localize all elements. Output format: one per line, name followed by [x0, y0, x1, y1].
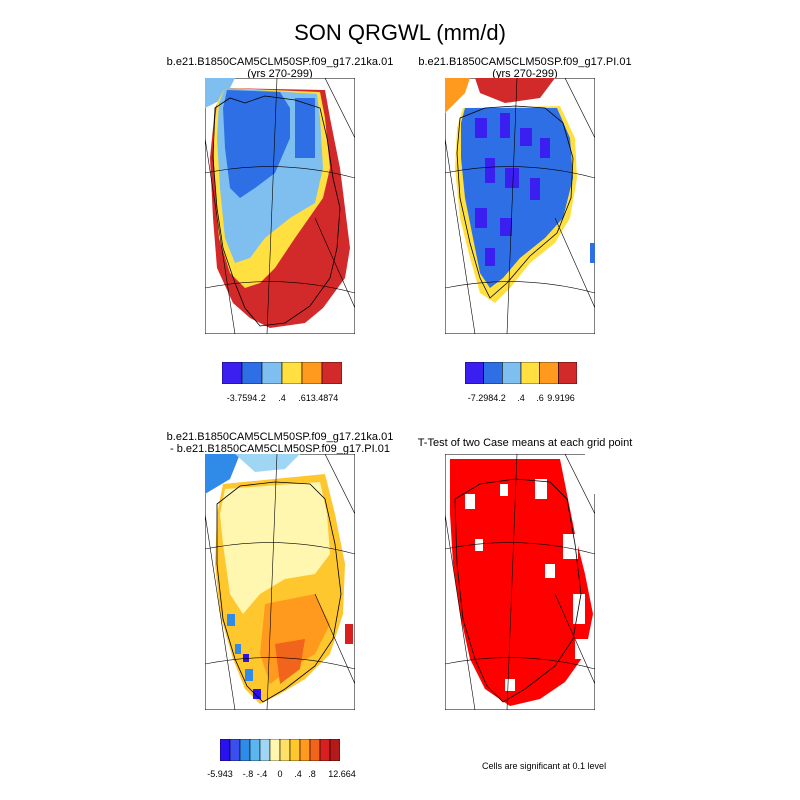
panel3-title: b.e21.B1850CAM5CLM50SP.f09_g17.21ka.01 -… — [130, 431, 430, 455]
colorbar-swatch — [239, 739, 251, 761]
cb3-label: -.8 — [242, 769, 254, 779]
colorbar-swatch — [465, 362, 484, 384]
colorbar-difference — [220, 739, 340, 761]
colorbar-21ka-labels: -3.7594 .2 .4 .6 13.4874 — [222, 393, 342, 405]
colorbar-swatch — [299, 739, 311, 761]
colorbar-swatch — [289, 739, 301, 761]
map-panel-difference — [205, 454, 355, 710]
colorbar-swatch — [249, 739, 261, 761]
colorbar-swatch — [229, 739, 241, 761]
map-panel-ttest — [445, 454, 595, 710]
panel1-title: b.e21.B1850CAM5CLM50SP.f09_g17.21ka.01 (… — [130, 56, 430, 80]
panel1-title-line1: b.e21.B1850CAM5CLM50SP.f09_g17.21ka.01 — [166, 56, 394, 68]
panel1-title-line2: (yrs 270-299) — [247, 68, 313, 80]
map-panel-pi — [445, 78, 595, 334]
cb1-label: 13.4874 — [305, 393, 339, 403]
cb3-label: 12.664 — [328, 769, 356, 779]
cb3-label: -.4 — [256, 769, 268, 779]
figure-title: SON QRGWL (mm/d) — [294, 20, 506, 45]
map-panel-21ka — [205, 78, 355, 334]
cb3-label: .4 — [294, 769, 302, 779]
colorbar-pi-labels: -7.2984 .2 .4 .6 9.9196 — [465, 393, 577, 405]
colorbar-swatch — [329, 739, 340, 761]
colorbar-swatch — [321, 362, 342, 384]
colorbar-swatch — [281, 362, 303, 384]
colorbar-swatch — [301, 362, 323, 384]
colorbar-swatch — [261, 362, 283, 384]
cb2-label: .2 — [498, 393, 506, 403]
colorbar-swatch — [279, 739, 291, 761]
cb3-label: .8 — [308, 769, 316, 779]
colorbar-21ka — [222, 362, 342, 384]
panel3-title-line2: - b.e21.B1850CAM5CLM50SP.f09_g17.PI.01 — [170, 443, 390, 455]
cb1-label: .4 — [278, 393, 286, 403]
colorbar-pi — [465, 362, 577, 384]
cb3-label: 0 — [277, 769, 283, 779]
panel4-title: T-Test of two Case means at each grid po… — [375, 437, 675, 449]
colorbar-swatch — [539, 362, 559, 384]
cb2-label: 9.9196 — [547, 393, 575, 403]
colorbar-swatch — [220, 739, 231, 761]
cb3-label: -5.943 — [207, 769, 233, 779]
colorbar-swatch — [558, 362, 577, 384]
colorbar-difference-labels: -5.943 -.8 -.4 0 .4 .8 12.664 — [207, 769, 356, 781]
cb1-label: -3.7594 — [226, 393, 258, 403]
cb1-label: .6 — [298, 393, 306, 403]
panel2-title: b.e21.B1850CAM5CLM50SP.f09_g17.PI.01 (yr… — [375, 56, 675, 80]
cb1-label: .2 — [258, 393, 266, 403]
colorbar-swatch — [502, 362, 522, 384]
significance-note: Cells are significant at 0.1 level — [482, 761, 607, 771]
colorbar-swatch — [259, 739, 271, 761]
colorbar-swatch — [319, 739, 331, 761]
colorbar-swatch — [241, 362, 263, 384]
cb2-label: .4 — [517, 393, 525, 403]
colorbar-swatch — [309, 739, 321, 761]
panel4-title-line1: T-Test of two Case means at each grid po… — [417, 437, 633, 449]
cb2-label: .6 — [536, 393, 544, 403]
panel2-title-line1: b.e21.B1850CAM5CLM50SP.f09_g17.PI.01 — [418, 56, 632, 68]
colorbar-swatch — [222, 362, 243, 384]
panel3-title-line1: b.e21.B1850CAM5CLM50SP.f09_g17.21ka.01 — [166, 431, 394, 443]
colorbar-swatch — [520, 362, 540, 384]
cb2-label: -7.2984 — [467, 393, 499, 403]
panel2-title-line2: (yrs 270-299) — [492, 68, 558, 80]
colorbar-swatch — [269, 739, 281, 761]
colorbar-swatch — [483, 362, 503, 384]
